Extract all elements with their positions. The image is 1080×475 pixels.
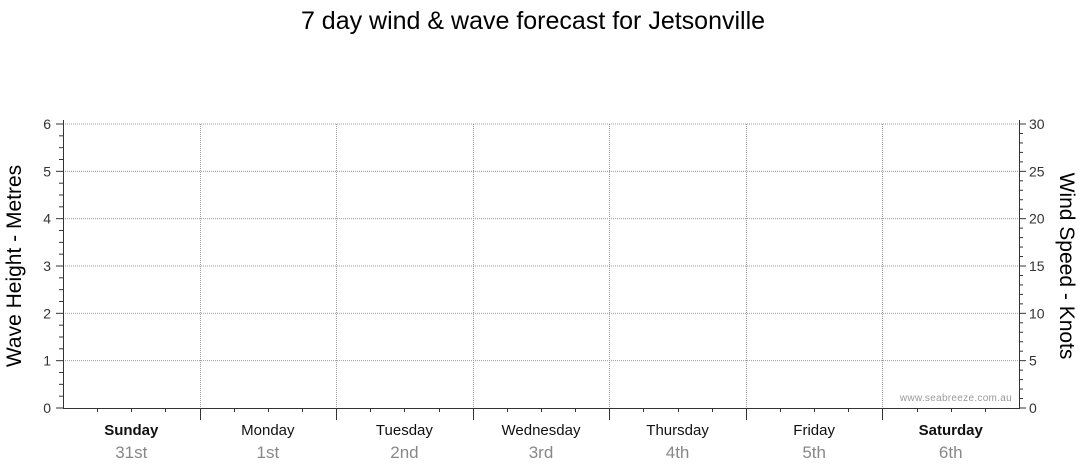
day-name-label: Thursday [646,422,709,439]
day-date-label: 1st [257,443,280,462]
right-tick-label: 30 [1029,116,1045,132]
day-date-label: 6th [939,443,963,462]
day-name-label: Sunday [104,422,159,439]
day-date-label: 31st [115,443,147,462]
left-axis-ticks: 0 1 2 3 4 5 6 [43,116,63,416]
chart-title: 7 day wind & wave forecast for Jetsonvil… [301,7,765,35]
day-name-label: Saturday [919,422,984,439]
right-axis-ticks: 0 5 10 15 20 25 30 [1019,116,1045,416]
right-tick-label: 10 [1029,305,1045,321]
day-name-label: Tuesday [376,422,433,439]
right-tick-label: 15 [1029,258,1045,274]
right-axis-title: Wind Speed - Knots [1055,173,1078,360]
left-tick-label: 3 [43,258,51,274]
left-axis-title: Wave Height - Metres [3,165,26,367]
left-tick-label: 4 [43,211,51,227]
day-date-label: 2nd [390,443,418,462]
watermark-text: www.seabreeze.com.au [899,393,1012,404]
right-tick-label: 5 [1029,353,1037,369]
left-tick-label: 2 [43,305,51,321]
axes [63,120,1020,420]
grid-lines [63,123,1019,408]
day-name-label: Monday [241,422,295,439]
right-tick-label: 25 [1029,163,1045,179]
day-date-label: 5th [802,443,826,462]
right-tick-label: 0 [1029,400,1037,416]
left-tick-label: 1 [43,353,51,369]
left-tick-label: 6 [43,116,51,132]
day-name-label: Friday [793,422,835,439]
day-date-label: 4th [666,443,690,462]
left-tick-label: 0 [43,400,51,416]
x-axis-day-labels: Sunday 31st Monday 1st Tuesday 2nd Wednesday 3r… [104,422,983,462]
day-date-label: 3rd [529,443,554,462]
day-name-label: Wednesday [502,422,581,439]
left-tick-label: 5 [43,163,51,179]
right-tick-label: 20 [1029,211,1045,227]
